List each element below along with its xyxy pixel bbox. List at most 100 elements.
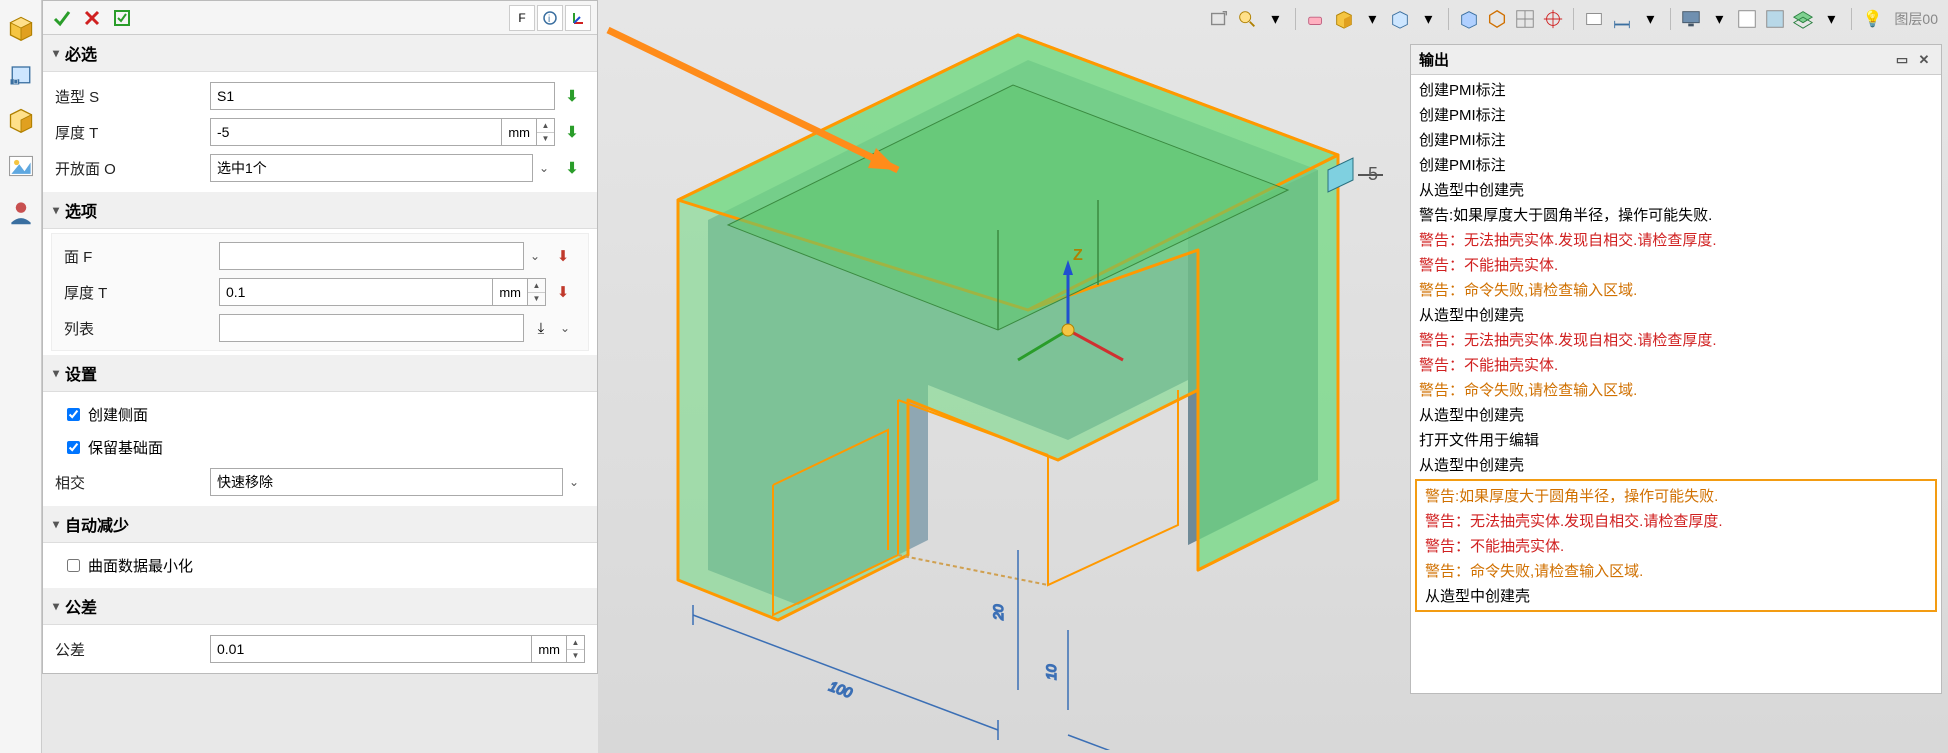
list-label: 列表	[64, 318, 219, 339]
plane-icon[interactable]	[1582, 7, 1606, 31]
intersect-label: 相交	[55, 472, 210, 493]
user-tool-icon[interactable]	[5, 196, 37, 228]
target-icon[interactable]	[1541, 7, 1565, 31]
ok-button[interactable]	[49, 5, 75, 31]
output-panel: 输出 ▭ ✕ 创建PMI标注创建PMI标注创建PMI标注创建PMI标注从造型中创…	[1410, 44, 1942, 694]
face-pick-icon[interactable]: ⬇	[550, 242, 576, 270]
face-input[interactable]	[219, 242, 524, 270]
intersect-dropdown-icon[interactable]: ⌄	[563, 475, 585, 489]
output-highlight-box: 警告:如果厚度大于圆角半径，操作可能失败.警告：无法抽壳实体.发现自相交.请检查…	[1415, 479, 1937, 612]
iso-cube-icon[interactable]	[1457, 7, 1481, 31]
shell-property-panel: F i 必选 造型 S ⬇ 厚度 T mm ▲▼ ⬇ 开放面 O ⌄	[42, 0, 598, 674]
intersect-select[interactable]	[210, 468, 563, 496]
hex-icon[interactable]	[1485, 7, 1509, 31]
list-input[interactable]	[219, 314, 524, 342]
svg-text:口: 口	[13, 79, 18, 86]
f-mode-button[interactable]: F	[509, 5, 535, 31]
minimize-surface-checkbox[interactable]	[67, 559, 80, 572]
output-line: 创建PMI标注	[1411, 77, 1941, 102]
list-download-icon[interactable]: ⤓	[528, 314, 554, 342]
openface-label: 开放面 O	[55, 158, 210, 179]
output-line: 警告：不能抽壳实体.	[1411, 252, 1941, 277]
openface-dropdown-icon[interactable]: ⌄	[533, 161, 555, 175]
left-vertical-toolbar: 口	[0, 0, 42, 753]
thickness-label: 厚度 T	[55, 122, 210, 143]
dim-20: 20	[990, 604, 1006, 621]
bulb-icon[interactable]: 💡	[1860, 7, 1884, 31]
tol-input[interactable]	[210, 635, 532, 663]
thickness-unit: mm	[502, 118, 537, 146]
output-title-label: 输出	[1419, 49, 1449, 70]
output-line: 从造型中创建壳	[1417, 583, 1935, 608]
svg-text:i: i	[548, 14, 550, 25]
output-line: 警告:如果厚度大于圆角半径，操作可能失败.	[1417, 483, 1935, 508]
shaded-cube-icon[interactable]	[1332, 7, 1356, 31]
output-line: 警告：无法抽壳实体.发现自相交.请检查厚度.	[1411, 227, 1941, 252]
thickness2-input[interactable]	[219, 278, 493, 306]
cube2-tool-icon[interactable]	[5, 104, 37, 136]
model-render: 100 20 10 40 Z	[598, 30, 1398, 750]
box-tool-icon[interactable]: 口	[5, 58, 37, 90]
info-button[interactable]: i	[537, 5, 563, 31]
measure-icon[interactable]	[1610, 7, 1634, 31]
face-dropdown-icon[interactable]: ⌄	[524, 249, 546, 263]
output-line: 警告：无法抽壳实体.发现自相交.请检查厚度.	[1417, 508, 1935, 533]
keep-base-label: 保留基础面	[88, 437, 163, 458]
dropdown4-icon[interactable]: ▾	[1638, 7, 1662, 31]
output-line: 创建PMI标注	[1411, 102, 1941, 127]
output-line: 从造型中创建壳	[1411, 402, 1941, 427]
triad-z-label: Z	[1073, 247, 1083, 264]
shape-label: 造型 S	[55, 86, 210, 107]
wireframe-cube-icon[interactable]	[1388, 7, 1412, 31]
monitor-icon[interactable]	[1679, 7, 1703, 31]
dropdown1-icon[interactable]: ▾	[1263, 7, 1287, 31]
shape-pick-icon[interactable]: ⬇	[559, 82, 585, 110]
face-label: 面 F	[64, 246, 219, 267]
section-autoreduce[interactable]: 自动减少	[43, 506, 597, 543]
dropdown3-icon[interactable]: ▾	[1416, 7, 1440, 31]
list-dropdown-icon[interactable]: ⌄	[554, 321, 576, 335]
dropdown6-icon[interactable]: ▾	[1819, 7, 1843, 31]
color-swatch-icon[interactable]	[1763, 7, 1787, 31]
cancel-button[interactable]	[79, 5, 105, 31]
output-body[interactable]: 创建PMI标注创建PMI标注创建PMI标注创建PMI标注从造型中创建壳警告:如果…	[1411, 75, 1941, 693]
dropdown2-icon[interactable]: ▾	[1360, 7, 1384, 31]
blank-icon[interactable]	[1735, 7, 1759, 31]
output-line: 警告：不能抽壳实体.	[1411, 352, 1941, 377]
zoom-icon[interactable]	[1235, 7, 1259, 31]
layer-icon[interactable]	[1791, 7, 1815, 31]
section-required[interactable]: 必选	[43, 35, 597, 72]
axis-button[interactable]	[565, 5, 591, 31]
dim-100: 100	[827, 678, 855, 701]
keep-base-checkbox[interactable]	[67, 441, 80, 454]
thickness2-label: 厚度 T	[64, 282, 219, 303]
eraser-icon[interactable]	[1304, 7, 1328, 31]
image-tool-icon[interactable]	[5, 150, 37, 182]
openface-pick-icon[interactable]: ⬇	[559, 154, 585, 182]
shape-input[interactable]	[210, 82, 555, 110]
thickness2-spinner[interactable]: ▲▼	[528, 278, 546, 306]
fit-icon[interactable]	[1207, 7, 1231, 31]
dim-10: 10	[1043, 664, 1059, 680]
thickness-apply-icon[interactable]: ⬇	[559, 118, 585, 146]
section-options[interactable]: 选项	[43, 192, 597, 229]
openface-input[interactable]	[210, 154, 533, 182]
output-line: 警告：命令失败,请检查输入区域.	[1417, 558, 1935, 583]
tol-label: 公差	[55, 639, 210, 660]
thickness2-unit: mm	[493, 278, 528, 306]
dropdown5-icon[interactable]: ▾	[1707, 7, 1731, 31]
thickness2-apply-icon[interactable]: ⬇	[550, 278, 576, 306]
thickness-spinner[interactable]: ▲▼	[537, 118, 555, 146]
apply-button[interactable]	[109, 5, 135, 31]
shell-tool-icon[interactable]	[5, 12, 37, 44]
grid-cube-icon[interactable]	[1513, 7, 1537, 31]
output-restore-icon[interactable]: ▭	[1893, 51, 1911, 69]
section-tolerance[interactable]: 公差	[43, 588, 597, 625]
thickness-input[interactable]	[210, 118, 502, 146]
create-side-checkbox[interactable]	[67, 408, 80, 421]
tol-spinner[interactable]: ▲▼	[567, 635, 585, 663]
view-indicator-icon[interactable]: 5	[1323, 150, 1393, 200]
section-settings[interactable]: 设置	[43, 355, 597, 392]
output-line: 从造型中创建壳	[1411, 452, 1941, 477]
output-close-icon[interactable]: ✕	[1915, 51, 1933, 69]
